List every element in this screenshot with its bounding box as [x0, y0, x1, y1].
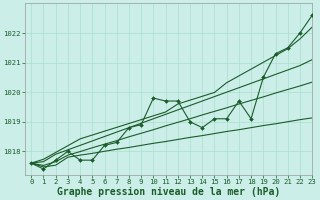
X-axis label: Graphe pression niveau de la mer (hPa): Graphe pression niveau de la mer (hPa): [57, 186, 280, 197]
